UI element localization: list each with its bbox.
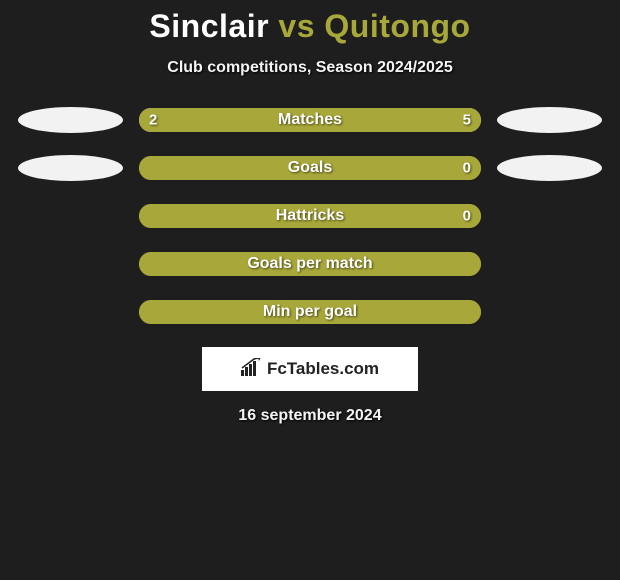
player1-oval: [18, 107, 123, 133]
stat-row: Hattricks0: [0, 203, 620, 229]
stat-label: Matches: [139, 111, 481, 129]
stat-label: Min per goal: [139, 303, 481, 321]
brand-box: FcTables.com: [202, 347, 418, 391]
chart-bars-icon: [241, 358, 263, 381]
stat-bar: Goals per match: [139, 252, 481, 276]
player2-name: Quitongo: [324, 8, 470, 44]
brand-logo: FcTables.com: [241, 358, 379, 381]
stat-value-right: 5: [463, 112, 471, 129]
stat-label: Goals: [139, 159, 481, 177]
player2-oval: [497, 155, 602, 181]
stat-value-left: 2: [149, 112, 157, 129]
stat-bar: Matches2 5: [139, 108, 481, 132]
stat-row: Min per goal: [0, 299, 620, 325]
player2-oval: [497, 107, 602, 133]
date-text: 16 september 2024: [0, 407, 620, 425]
infographic-container: Sinclair vs Quitongo Club competitions, …: [0, 0, 620, 425]
stat-label: Hattricks: [139, 207, 481, 225]
stat-bar: Min per goal: [139, 300, 481, 324]
stat-value-right: 0: [463, 208, 471, 225]
subtitle: Club competitions, Season 2024/2025: [0, 59, 620, 77]
player1-oval: [18, 155, 123, 181]
stat-row: Matches2 5: [0, 107, 620, 133]
stat-label: Goals per match: [139, 255, 481, 273]
brand-text: FcTables.com: [267, 359, 379, 379]
stat-value-right: 0: [463, 160, 471, 177]
vs-text: vs: [278, 8, 315, 44]
stat-row: Goals per match: [0, 251, 620, 277]
stat-rows: Matches25Goals0Hattricks0Goals per match…: [0, 107, 620, 325]
stat-row: Goals0: [0, 155, 620, 181]
stat-bar: Hattricks0: [139, 204, 481, 228]
stat-bar: Goals0: [139, 156, 481, 180]
player1-name: Sinclair: [149, 8, 269, 44]
page-title: Sinclair vs Quitongo: [0, 8, 620, 45]
